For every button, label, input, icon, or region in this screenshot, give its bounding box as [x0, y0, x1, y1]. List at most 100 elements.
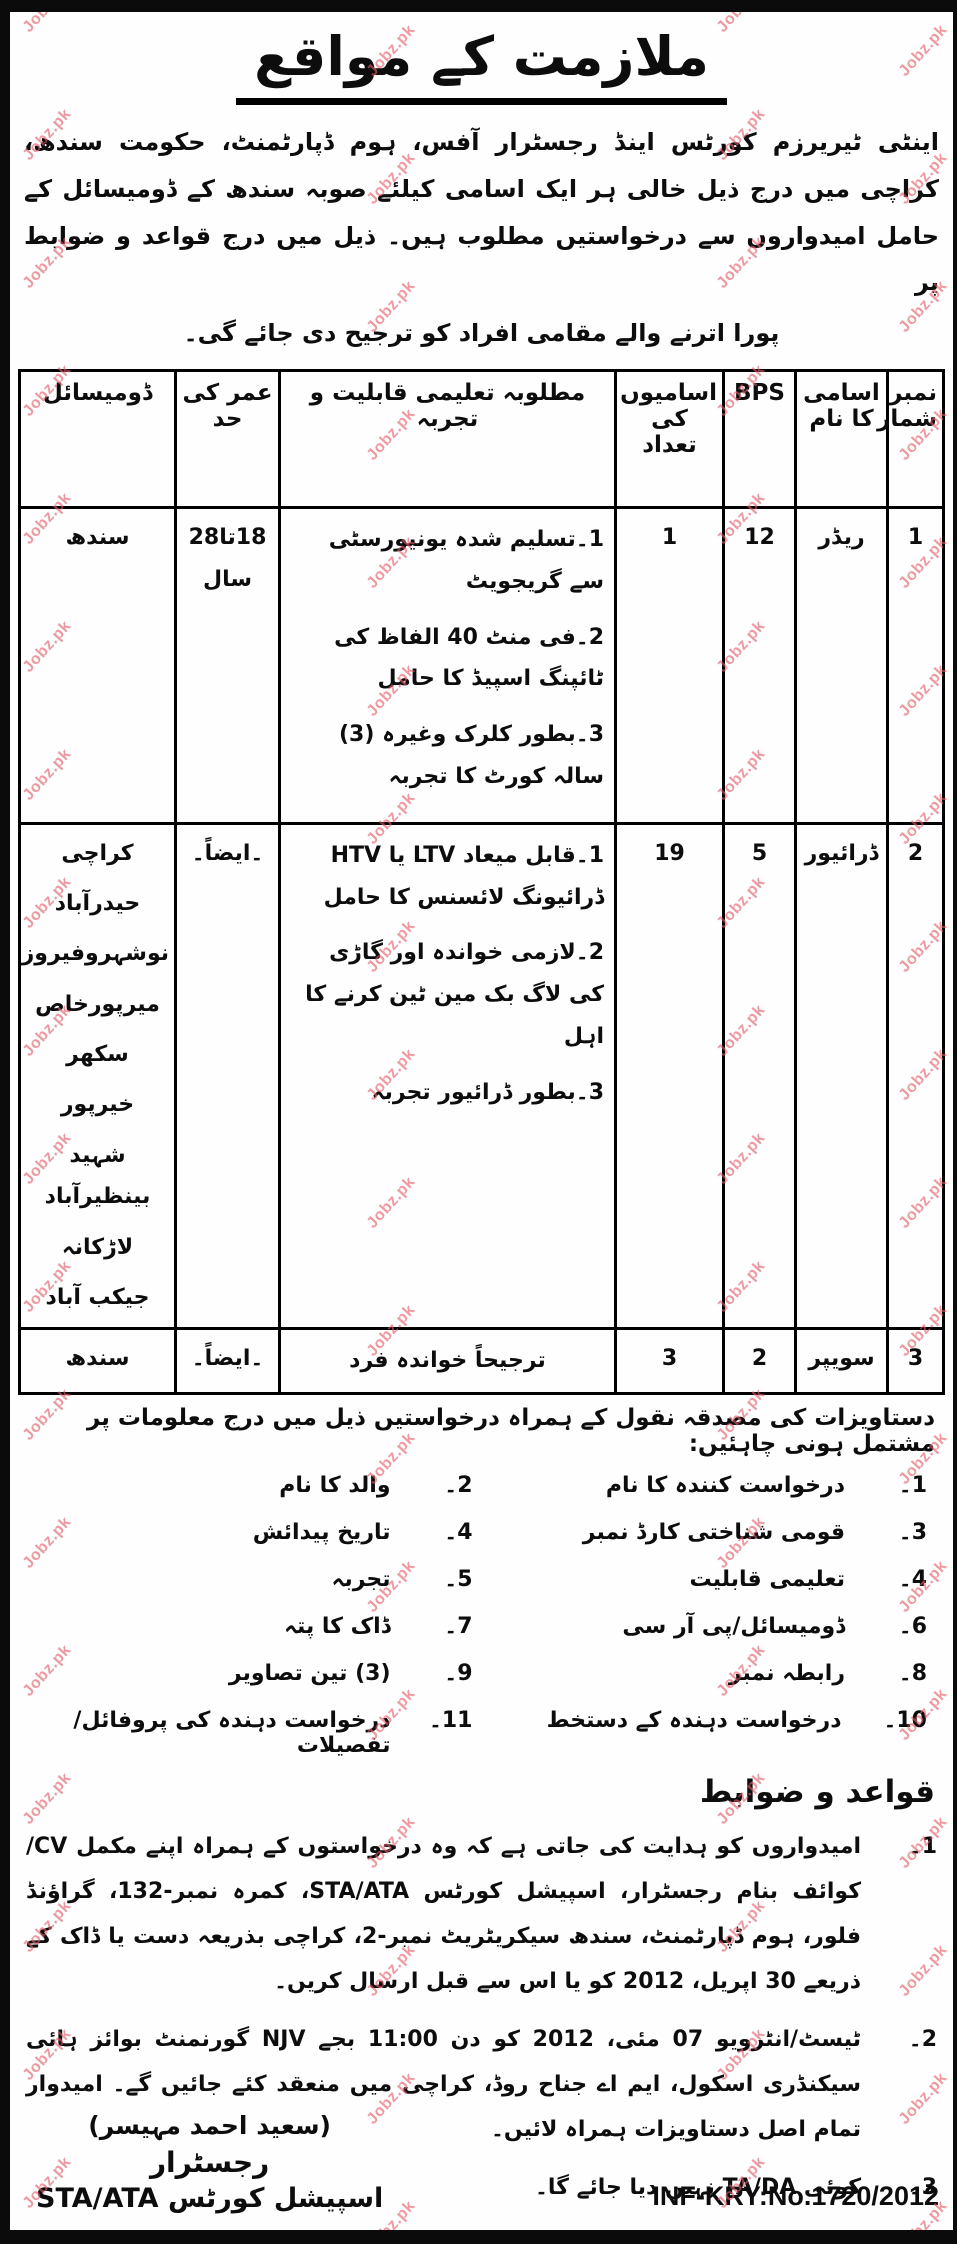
col-header-qualification: مطلوبہ تعلیمی قابلیت و تجربہ [278, 369, 617, 510]
domicile-city: سکھر [66, 1042, 129, 1068]
signatory-title: رجسٹرار [149, 2146, 270, 2179]
col-header-age: عمر کی حد [174, 369, 281, 510]
document-item: 5۔ تجربہ [36, 1567, 473, 1592]
rule-item: 3۔ کوئی TA/DA نہیں دیا جائے گا۔ [26, 2165, 937, 2210]
document-item-label: درخواست کنندہ کا نام [605, 1472, 845, 1498]
document-item-label: والد کا نام [279, 1472, 391, 1498]
document-item: 4۔ تعلیمی قابلیت [491, 1566, 927, 1592]
rules-heading: قواعد و ضوابط [699, 1773, 935, 1810]
domicile-list: کراچی حیدرآباد نوشہروفیروز میرپورخاص سکھ… [21, 833, 169, 1319]
rule-item: 1۔ امیدواروں کو ہدایت کی جاتی ہے کہ وہ در… [26, 1824, 937, 2004]
document-item-number: 7۔ [444, 1613, 473, 1639]
document-item: 2۔ والد کا نام [36, 1472, 473, 1498]
document-item: 11۔ درخواست دہندہ کی پروفائل/ تفصیلات [36, 1707, 473, 1758]
cell-age: ۔ایضاً۔ [174, 1326, 281, 1395]
cell-post: ڈرائیور [794, 821, 889, 1330]
footer: (سعید احمد مہیسر) رجسٹرار اسپیشل کورٹس S… [10, 2084, 953, 2214]
cell-count: 1 [614, 506, 725, 825]
document-item: 1۔ درخواست کنندہ کا نام [491, 1472, 927, 1498]
document-item: 8۔ رابطہ نمبر [491, 1660, 927, 1686]
title-wrap: ملازمت کے مواقع [18, 25, 945, 106]
document-item: 4۔ تاریخ پیدائش [36, 1520, 473, 1545]
signature-block: (سعید احمد مہیسر) رجسٹرار اسپیشل کورٹس S… [36, 2111, 383, 2214]
document-item-label: تعلیمی قابلیت [689, 1566, 845, 1592]
cell-count: 3 [614, 1326, 725, 1395]
rule-text: کوئی TA/DA نہیں دیا جائے گا۔ [534, 2175, 861, 2201]
qualification-item: 1۔قابل میعاد LTV یا HTV ڈرائیونگ لائسنس … [323, 842, 604, 910]
document-item-label: (3) تین تصاویر [228, 1660, 391, 1686]
col-header-count: اسامیوں کی تعداد [614, 369, 725, 510]
ad-content: ملازمت کے مواقع اینٹی ٹیریرزم کورٹس اینڈ… [10, 12, 953, 2230]
intro-paragraph: اینٹی ٹیریرزم کورٹس اینڈ رجسٹرار آفس، ہو… [24, 119, 939, 357]
domicile-city: لاڑکانہ [61, 1234, 134, 1260]
document-item: 9۔ (3) تین تصاویر [36, 1661, 473, 1686]
rule-text: ٹیسٹ/انٹرویو 07 مئی، 2012 کو دن 11:00 بج… [26, 2027, 861, 2143]
advertisement-reference: INF-KRY:No.1720/2012 [652, 2181, 939, 2211]
page-title: ملازمت کے مواقع [236, 25, 727, 106]
document-item-label: رابطہ نمبر [728, 1660, 845, 1686]
cell-age: ۔ایضاً۔ [174, 821, 281, 1330]
qualification-item: 3۔بطور ڈرائیور تجربہ [371, 1079, 604, 1105]
col-header-post: اسامی کا نام [794, 369, 889, 510]
domicile-city: حیدرآباد [54, 891, 141, 917]
intro-last-line: پورا اترنے والے مقامی افراد کو ترجیح دی … [183, 319, 780, 348]
document-item-number: 8۔ [898, 1660, 927, 1686]
documents-section: دستاویزات کی مصدقہ نقول کے ہمراہ درخواست… [28, 1405, 935, 1758]
document-item-number: 6۔ [898, 1613, 927, 1639]
rule-number: 4۔ [899, 2223, 937, 2230]
rule-text: حکومتی پالیسی کے مطابق اہل امیدواروں کو … [26, 2223, 861, 2230]
rule-item: 4۔ حکومتی پالیسی کے مطابق اہل امیدواروں ک… [26, 2223, 937, 2230]
cell-count: 19 [614, 821, 725, 1330]
table-header-row: نمبر شمار اسامی کا نام BPS اسامیوں کی تع… [18, 369, 945, 510]
cell-bps: 2 [722, 1326, 797, 1395]
cell-serial: 1 [886, 506, 945, 825]
rule-number: 1۔ [908, 1833, 937, 1859]
rule-text: امیدواروں کو ہدایت کی جاتی ہے کہ وہ درخو… [26, 1833, 862, 1994]
document-item-number: 5۔ [444, 1566, 473, 1592]
document-item-label: تاریخ پیدائش [252, 1519, 391, 1545]
cell-bps: 5 [722, 821, 797, 1330]
cell-serial: 2 [886, 821, 945, 1330]
cell-post: ریڈر [794, 506, 889, 825]
document-item: 10۔ درخواست دہندہ کے دستخط [491, 1707, 927, 1758]
document-item-label: ڈومیسائل/پی آر سی [622, 1613, 845, 1639]
cell-bps: 12 [722, 506, 797, 825]
intro-body: اینٹی ٹیریرزم کورٹس اینڈ رجسٹرار آفس، ہو… [24, 128, 939, 297]
documents-intro: دستاویزات کی مصدقہ نقول کے ہمراہ درخواست… [86, 1404, 935, 1457]
document-item-number: 3۔ [898, 1519, 927, 1545]
qualification-item: 2۔لازمی خواندہ اور گاڑی کی لاگ بک مین ٹی… [305, 940, 604, 1050]
document-item: 7۔ ڈاک کا پتہ [36, 1613, 473, 1639]
rules-section: قواعد و ضوابط 1۔ امیدواروں کو ہدایت کی جا… [26, 1773, 937, 2230]
cell-qualification: ترجیحاً خواندہ فرد [278, 1326, 617, 1395]
signatory-org: اسپیشل کورٹس STA/ATA [36, 2183, 384, 2214]
document-item-label: تجربہ [331, 1566, 391, 1592]
col-header-serial: نمبر شمار [877, 369, 945, 510]
document-item-number: 1۔ [898, 1472, 927, 1498]
qualification-item: 1۔تسلیم شدہ یونیورسٹی سے گریجویٹ [328, 527, 604, 594]
document-item-number: 10۔ [883, 1707, 927, 1733]
domicile-city: میرپورخاص [35, 991, 160, 1017]
qualification-item: 3۔بطور کلرک وغیرہ (3) سالہ کورٹ کا تجربہ [338, 722, 604, 790]
document-item-number: 4۔ [444, 1519, 473, 1545]
domicile-city: خیرپور [60, 1092, 135, 1118]
document-item-label: درخواست دہندہ کی پروفائل/ تفصیلات [73, 1707, 391, 1758]
cell-qualification: 1۔قابل میعاد LTV یا HTV ڈرائیونگ لائسنس … [278, 821, 617, 1330]
cell-qualification: 1۔تسلیم شدہ یونیورسٹی سے گریجویٹ 2۔فی من… [278, 506, 617, 825]
document-item-number: 4۔ [898, 1566, 927, 1592]
documents-grid: 1۔ درخواست کنندہ کا نام 2۔ والد کا نام 3۔ ق… [28, 1473, 935, 1758]
table-row: 1 ریڈر 12 1 1۔تسلیم شدہ یونیورسٹی سے گری… [18, 506, 945, 825]
cell-domicile: کراچی حیدرآباد نوشہروفیروز میرپورخاص سکھ… [18, 821, 177, 1330]
document-item-label: درخواست دہندہ کے دستخط [546, 1707, 842, 1733]
domicile-city: جیکب آباد [45, 1285, 150, 1311]
domicile-city: کراچی [61, 840, 134, 866]
domicile-city: نوشہروفیروز [21, 941, 169, 967]
document-item-number: 2۔ [444, 1472, 473, 1498]
cell-domicile: سندھ [18, 1326, 177, 1395]
document-item-number: 11۔ [428, 1707, 473, 1733]
cell-serial: 3 [886, 1326, 945, 1395]
col-header-bps: BPS [722, 369, 797, 510]
col-header-domicile: ڈومیسائل [18, 369, 177, 510]
signatory-name: (سعید احمد مہیسر) [88, 2111, 331, 2140]
document-item-label: قومی شناختی کارڈ نمبر [582, 1519, 845, 1545]
